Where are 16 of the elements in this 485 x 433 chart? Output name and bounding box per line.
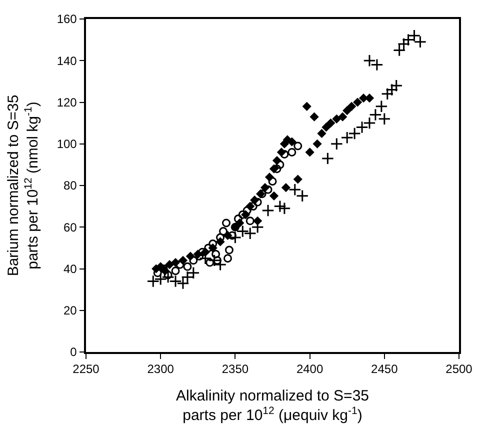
y-tick-label: 120 [56, 95, 78, 110]
x-tick-label: 2350 [222, 362, 249, 376]
y-tick-label: 140 [56, 54, 78, 68]
y-tick-label: 160 [56, 12, 78, 26]
x-tick-label: 2250 [72, 362, 100, 376]
x-tick-label: 2400 [296, 362, 324, 376]
y-tick-label: 0 [70, 345, 78, 360]
x-axis-title: Alkalinity normalized to S=35 parts per 10$^{12}$ (μequiv kg$^{-1}$) [176, 388, 370, 424]
x-tick-label: 2500 [446, 362, 473, 376]
y-tick-label: 20 [63, 304, 78, 318]
x-tick-label: 2300 [147, 362, 174, 376]
y-tick-label: 40 [63, 262, 78, 276]
y-tick-label: 60 [63, 220, 78, 234]
x-tick-label: 2450 [371, 362, 398, 376]
y-tick-label: 100 [56, 137, 78, 152]
y-tick-label: 80 [63, 178, 78, 193]
